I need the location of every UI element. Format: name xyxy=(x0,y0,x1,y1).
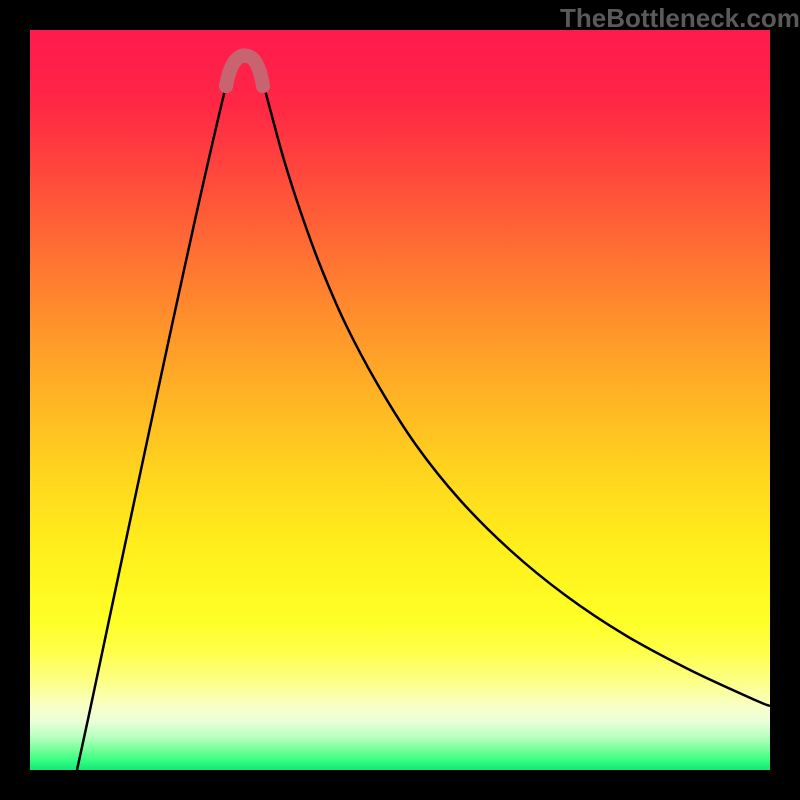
plot-area xyxy=(30,30,770,770)
minimum-marker-dot xyxy=(256,79,270,93)
chart-canvas xyxy=(0,0,800,800)
watermark-text: TheBottleneck.com xyxy=(560,3,800,34)
gradient-background xyxy=(30,30,770,770)
minimum-marker-dot xyxy=(222,66,236,80)
minimum-marker-dot xyxy=(219,79,233,93)
minimum-marker-dot xyxy=(247,53,261,67)
minimum-marker-dot xyxy=(253,65,267,79)
